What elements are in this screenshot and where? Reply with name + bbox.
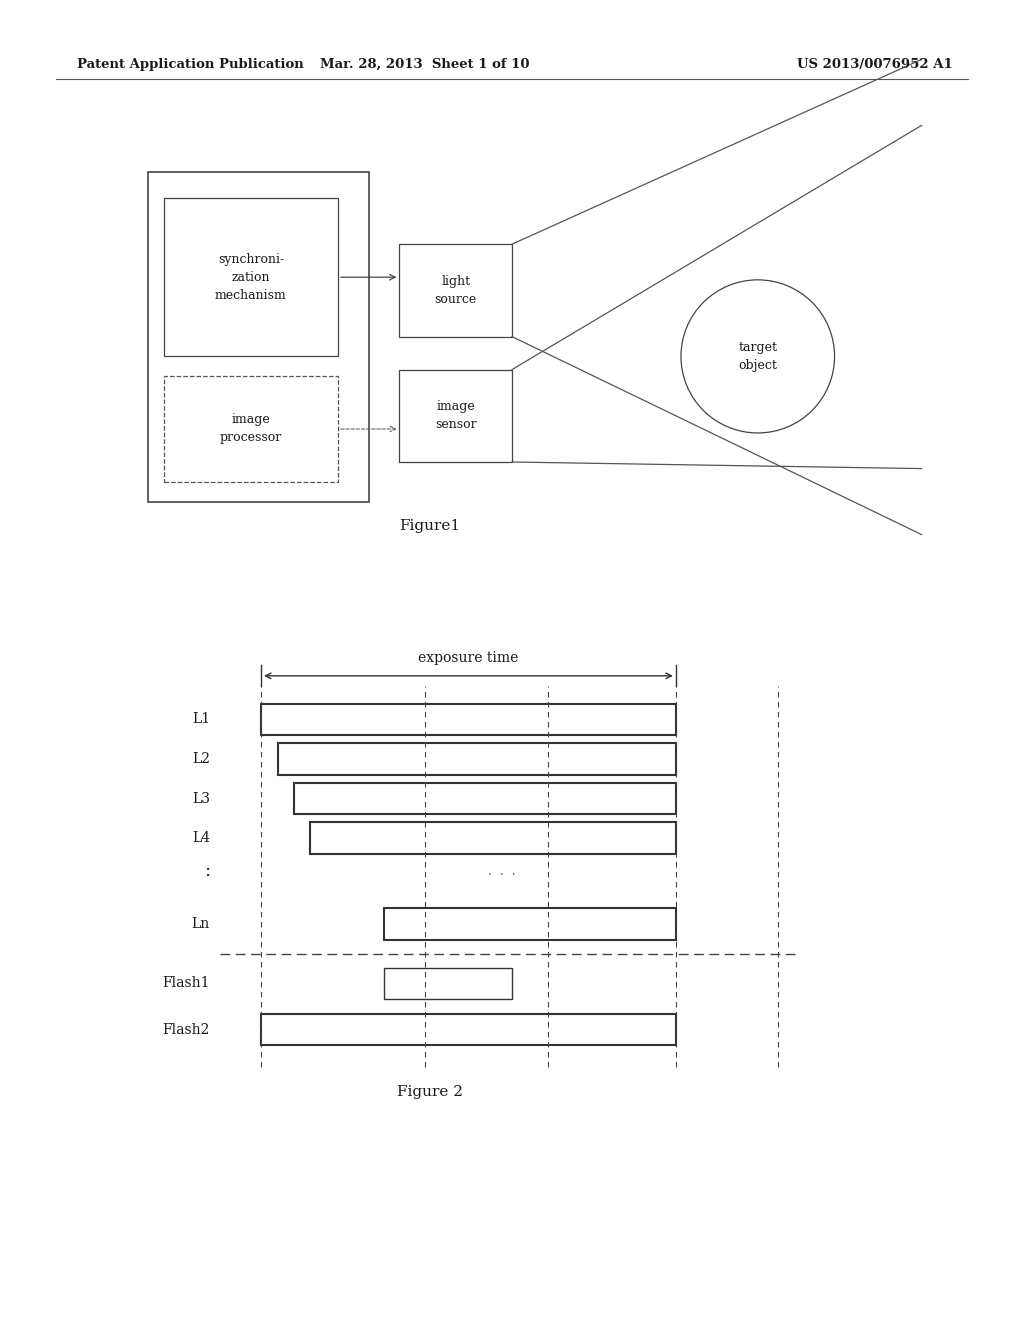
Text: light
source: light source [434, 275, 477, 306]
Text: image
processor: image processor [220, 413, 282, 445]
Bar [164, 376, 338, 482]
Text: image
sensor: image sensor [435, 400, 476, 432]
Bar [278, 743, 676, 775]
Ellipse shape [681, 280, 835, 433]
Text: Ln: Ln [191, 917, 210, 931]
Bar [164, 198, 338, 356]
Text: Figure 2: Figure 2 [397, 1085, 463, 1100]
Text: :: : [204, 862, 210, 880]
Text: Flash2: Flash2 [163, 1023, 210, 1036]
Bar [384, 968, 512, 999]
Text: L1: L1 [191, 713, 210, 726]
Text: target
object: target object [738, 341, 777, 372]
Bar [399, 370, 512, 462]
Text: exposure time: exposure time [418, 651, 518, 665]
Bar [148, 172, 369, 502]
Bar [261, 704, 676, 735]
Text: L4: L4 [191, 832, 210, 845]
Bar [294, 783, 676, 814]
Text: Patent Application Publication: Patent Application Publication [77, 58, 303, 71]
Text: Mar. 28, 2013  Sheet 1 of 10: Mar. 28, 2013 Sheet 1 of 10 [321, 58, 529, 71]
Bar [384, 908, 676, 940]
Text: L3: L3 [191, 792, 210, 805]
Bar [261, 1014, 676, 1045]
Text: L2: L2 [191, 752, 210, 766]
Text: Flash1: Flash1 [163, 977, 210, 990]
Text: US 2013/0076952 A1: US 2013/0076952 A1 [797, 58, 952, 71]
Bar [310, 822, 676, 854]
Text: ·  ·  ·: · · · [488, 869, 515, 882]
Bar [399, 244, 512, 337]
Text: Figure1: Figure1 [399, 519, 461, 533]
Text: synchroni-
zation
mechanism: synchroni- zation mechanism [215, 252, 287, 302]
